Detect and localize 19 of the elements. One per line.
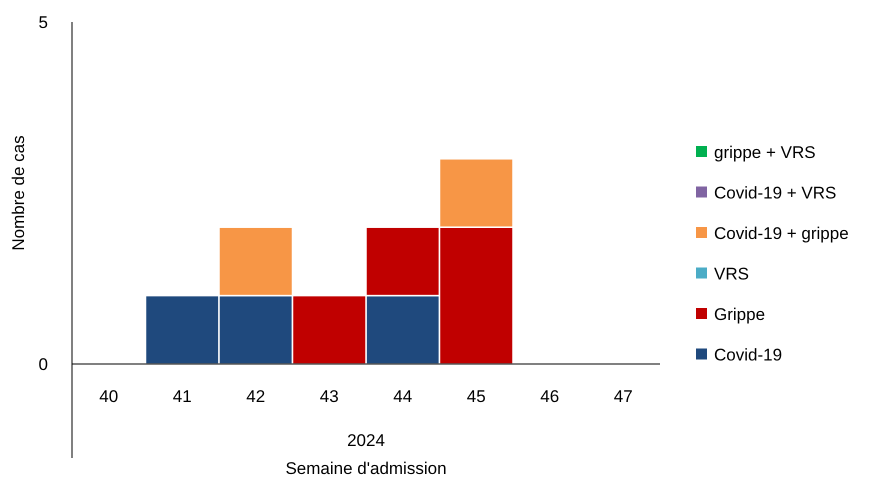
legend-label: Covid-19 — [714, 345, 782, 364]
x-tick-label: 46 — [540, 387, 560, 406]
x-tick-label: 43 — [320, 387, 339, 406]
x-tick-label: 42 — [246, 387, 266, 406]
legend-label: Covid-19 + grippe — [714, 224, 849, 243]
text: 2024 — [347, 431, 385, 450]
y-tick-label: 0 — [38, 354, 48, 374]
x-tick-label: 47 — [614, 387, 633, 406]
legend-label: grippe + VRS — [714, 142, 816, 162]
y-tick-label: 5 — [38, 12, 48, 32]
x-tick-label: 40 — [99, 387, 118, 406]
legend-label: VRS — [714, 264, 749, 284]
x-tick-label: 44 — [393, 387, 412, 406]
x-tick-label: 41 — [172, 387, 192, 406]
legend-label: Grippe — [714, 304, 766, 324]
legend-label: Covid-19 + VRS — [714, 183, 836, 202]
y-axis-title: Nombre de cas — [9, 135, 28, 251]
x-tick-label: 45 — [466, 387, 486, 406]
x-axis-title: Semaine d'admission — [285, 459, 447, 478]
